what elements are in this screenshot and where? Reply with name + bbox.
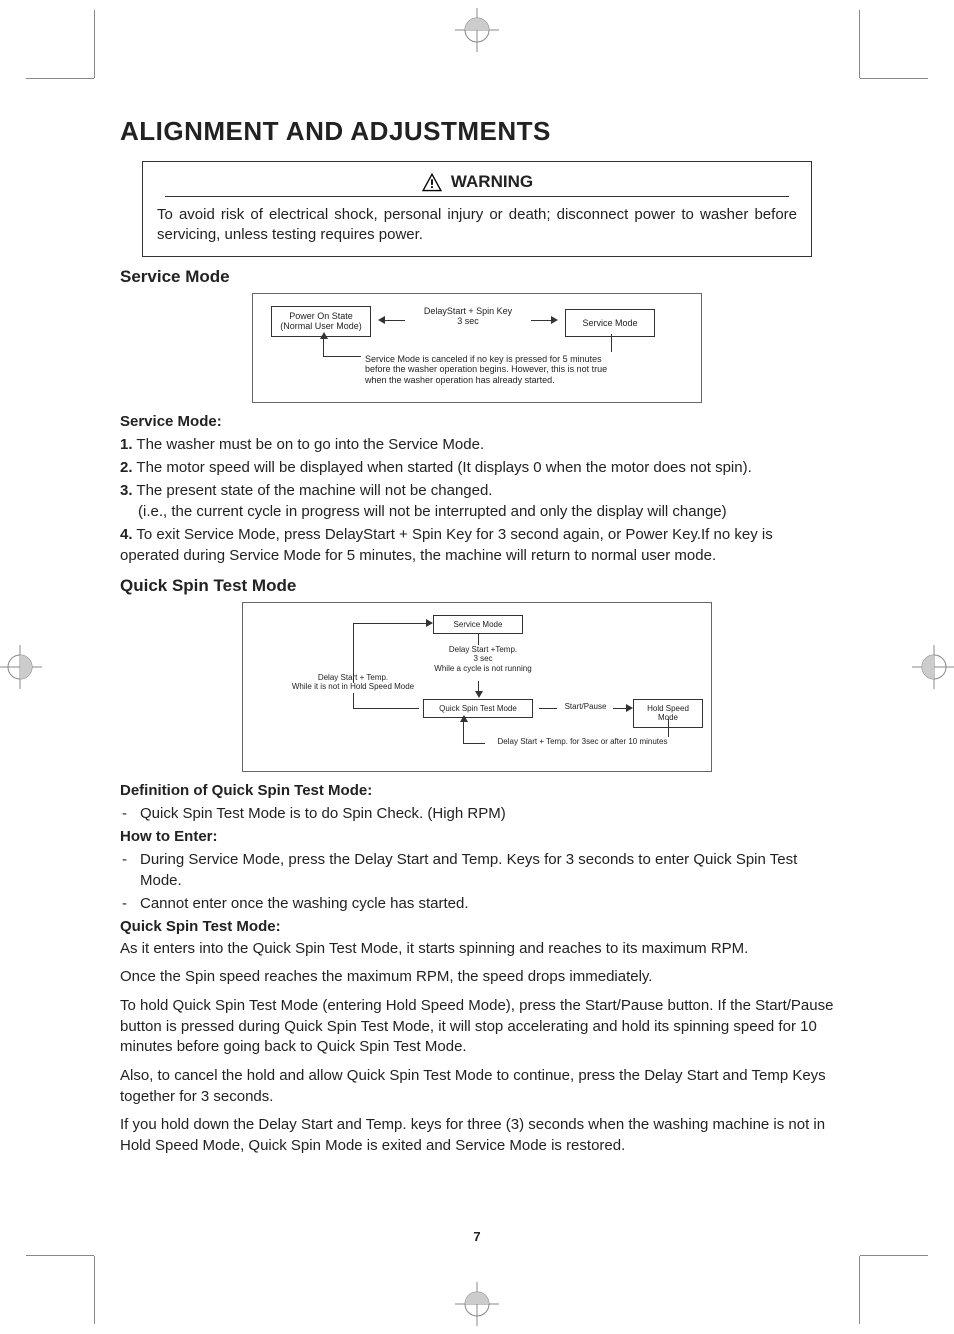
body-paragraph: Also, to cancel the hold and allow Quick… [120,1066,834,1107]
quick-spin-diagram: Service Mode Delay Start + Temp. While i… [242,602,712,772]
registration-mark-icon [455,8,499,52]
crop-mark [94,10,95,78]
definition-heading: Definition of Quick Spin Test Mode: [120,782,834,799]
crop-mark [26,78,94,79]
service-mode-heading: Service Mode [120,267,834,287]
body-paragraph: As it enters into the Quick Spin Test Mo… [120,939,834,960]
body-paragraph: To hold Quick Spin Test Mode (entering H… [120,996,834,1058]
how-to-enter-list: During Service Mode, press the Delay Sta… [120,849,834,914]
warning-header: WARNING [165,168,789,197]
warning-label: WARNING [451,172,533,192]
crop-mark [26,1255,94,1256]
diagram-note: Service Mode is canceled if no key is pr… [361,352,621,388]
page-content: ALIGNMENT AND ADJUSTMENTS WARNING To avo… [94,78,860,1256]
crop-mark [860,1255,928,1256]
diagram-label: DelayStart + Spin Key 3 sec [408,306,528,328]
service-mode-diagram: Power On State (Normal User Mode) DelayS… [252,293,702,403]
definition-list: Quick Spin Test Mode is to do Spin Check… [120,803,834,824]
how-to-enter-heading: How to Enter: [120,828,834,845]
list-item: 2. The motor speed will be displayed whe… [120,457,834,478]
page-title: ALIGNMENT AND ADJUSTMENTS [120,116,834,147]
warning-text: To avoid risk of electrical shock, perso… [143,197,811,256]
crop-mark [94,1256,95,1324]
quick-spin-subheading: Quick Spin Test Mode: [120,918,834,935]
diagram-node: Service Mode [433,615,523,635]
list-item: 1. The washer must be on to go into the … [120,434,834,455]
crop-mark [860,78,928,79]
registration-mark-icon [455,1282,499,1326]
registration-mark-icon [0,645,42,689]
list-item: 3. The present state of the machine will… [120,480,834,522]
crop-mark [859,1256,860,1324]
warning-box: WARNING To avoid risk of electrical shoc… [142,161,812,257]
page-number: 7 [94,1229,860,1244]
list-item: 4. To exit Service Mode, press DelayStar… [120,524,834,566]
list-item: Cannot enter once the washing cycle has … [120,893,834,914]
diagram-label: Delay Start + Temp. for 3sec or after 10… [485,737,680,747]
registration-mark-icon [912,645,954,689]
list-item: Quick Spin Test Mode is to do Spin Check… [120,803,834,824]
service-mode-list: 1. The washer must be on to go into the … [120,434,834,566]
quick-spin-heading: Quick Spin Test Mode [120,576,834,596]
warning-icon [421,172,443,192]
body-paragraph: If you hold down the Delay Start and Tem… [120,1115,834,1156]
diagram-node: Quick Spin Test Mode [423,699,533,719]
diagram-label: Delay Start + Temp. While it is not in H… [273,673,433,692]
diagram-label: Delay Start +Temp. 3 sec While a cycle i… [423,645,543,674]
list-item: During Service Mode, press the Delay Sta… [120,849,834,891]
diagram-node: Service Mode [565,309,655,338]
body-paragraph: Once the Spin speed reaches the maximum … [120,967,834,988]
service-mode-subheading: Service Mode: [120,413,834,430]
diagram-label: Start/Pause [558,702,613,712]
crop-mark [859,10,860,78]
